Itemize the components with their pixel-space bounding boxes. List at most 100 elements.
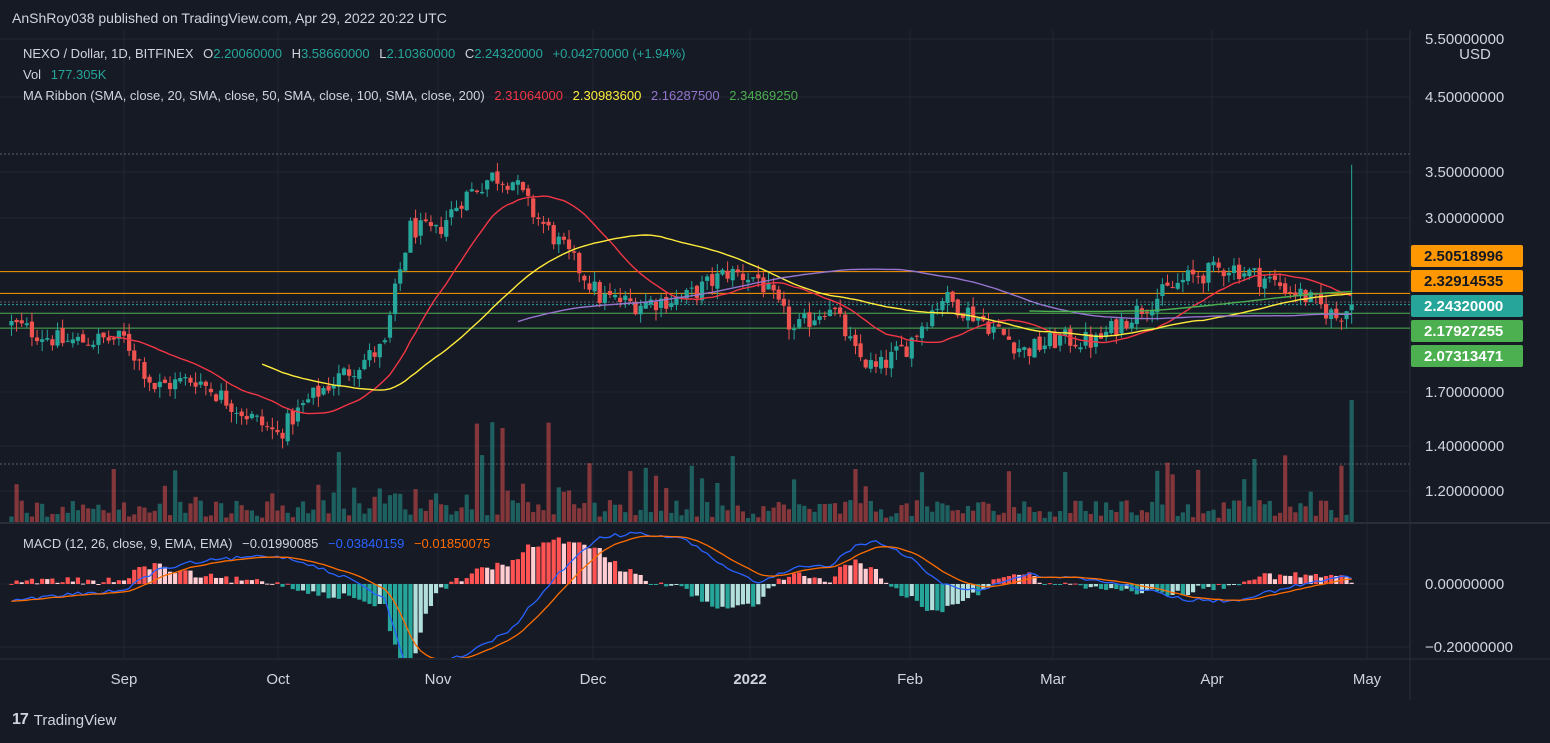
macd-histogram-bar [454, 577, 459, 584]
macd-histogram-bar [878, 578, 884, 584]
volume-bar [244, 510, 249, 522]
macd-histogram-bar [352, 584, 357, 599]
legend-high-value: 3.58660000 [301, 46, 370, 61]
ma-50-line [261, 234, 1352, 391]
candle [658, 294, 664, 318]
macd-histogram-bar [889, 584, 894, 587]
candle [1180, 272, 1185, 293]
legend-open-label: O [203, 46, 213, 61]
candle [863, 358, 868, 369]
macd-histogram-bar [751, 584, 756, 607]
volume-bar [1196, 469, 1201, 522]
candle [183, 373, 188, 386]
volume-bar [1129, 512, 1134, 522]
candle [730, 266, 735, 287]
macd-histogram-bar [950, 584, 955, 605]
volume-bar [1027, 506, 1032, 522]
volume-bar [602, 511, 607, 522]
macd-histogram-bar [940, 584, 945, 613]
macd-histogram-bar [372, 584, 377, 607]
volume-bar [167, 515, 173, 522]
candle [403, 252, 408, 273]
candle [1068, 324, 1073, 353]
volume-bar [1323, 500, 1329, 522]
volume-bar [357, 503, 362, 522]
candle [14, 318, 19, 332]
macd-histogram-bar [418, 584, 423, 633]
volume-bar [679, 515, 684, 522]
volume-bar [633, 515, 638, 522]
candle [1196, 272, 1201, 284]
volume-bar [566, 490, 572, 522]
volume-bar [382, 503, 387, 522]
macd-histogram-bar [945, 584, 950, 606]
candle [50, 335, 55, 351]
volume-bar [449, 514, 454, 522]
legend-ma200-value: 2.34869250 [729, 88, 798, 103]
macd-histogram-bar [91, 580, 96, 584]
macd-histogram-bar [1068, 583, 1073, 585]
legend-volume: Vol 177.305K [23, 67, 107, 82]
macd-histogram-bar [270, 583, 275, 585]
candle [735, 264, 740, 277]
candle [894, 340, 899, 360]
tradingview-logo-text: TradingView [33, 711, 117, 729]
volume-bar [45, 516, 50, 522]
volume-bar [91, 508, 96, 522]
macd-histogram-bar [439, 584, 444, 588]
candle [1124, 319, 1129, 331]
candle [239, 408, 244, 425]
volume-bar [1124, 500, 1129, 522]
macd-histogram-bar [1057, 584, 1063, 586]
volume-bar [239, 505, 244, 522]
volume-bar [1334, 517, 1339, 522]
candle [699, 275, 705, 305]
date-tick-label: 2022 [733, 671, 766, 688]
legend-low-label: L [379, 46, 386, 61]
date-tick-label: Mar [1040, 671, 1066, 688]
macd-histogram-bar [551, 539, 556, 584]
macd-histogram-bar [1180, 584, 1185, 596]
macd-histogram-bar [1063, 582, 1068, 584]
volume-bar [132, 514, 137, 522]
macd-histogram-bar [275, 582, 280, 584]
volume-bar [1098, 515, 1104, 522]
macd-histogram-bar [413, 584, 418, 654]
candle [776, 285, 781, 303]
volume-bar [490, 422, 495, 522]
macd-histogram-bar [311, 584, 316, 592]
volume-bar [213, 501, 219, 522]
macd-histogram-bar [444, 584, 449, 589]
macd-histogram-bar [428, 584, 434, 607]
macd-histogram-bar [1098, 584, 1104, 589]
volume-bar [423, 510, 428, 522]
macd-histogram-bar [556, 537, 561, 584]
volume-bar [285, 512, 290, 522]
macd-histogram-bar [474, 568, 480, 584]
volume-bar [1144, 512, 1150, 522]
candle [91, 340, 96, 350]
candle [1017, 339, 1022, 358]
candle [178, 372, 183, 384]
macd-histogram-bar [607, 562, 613, 584]
candle [485, 179, 490, 197]
candle [331, 376, 336, 396]
volume-bar [372, 496, 377, 522]
candle [674, 289, 679, 311]
volume-bar [464, 494, 469, 522]
macd-histogram-bar [505, 566, 510, 584]
macd-histogram-bar [65, 577, 70, 584]
volume-bar [638, 509, 643, 522]
tradingview-logo[interactable]: 17 TradingView [12, 711, 116, 729]
volume-bar [1047, 511, 1052, 522]
volume-bar [101, 510, 106, 522]
volume-bar [1104, 502, 1109, 522]
publisher-line: AnShRoy038 published on TradingView.com,… [12, 10, 447, 26]
volume-bar [178, 501, 183, 522]
macd-histogram-bar [633, 573, 638, 584]
legend-symbol: NEXO / Dollar, 1D, BITFINEX [23, 46, 194, 61]
macd-histogram-bar [50, 578, 55, 584]
volume-bar [183, 512, 188, 522]
candle [561, 232, 567, 245]
macd-histogram-bar [597, 548, 602, 584]
